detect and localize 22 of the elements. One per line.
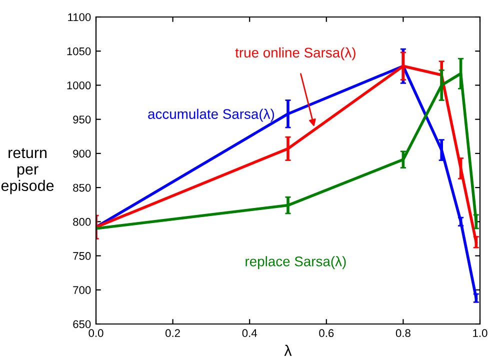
y-tick-label: 800 (73, 218, 91, 226)
text: true online Sarsa(λ) (235, 47, 356, 60)
y-axis-title: return per episode (1, 148, 54, 194)
x-tick-label: 1.0 (473, 329, 488, 338)
y-tick-label: 950 (73, 116, 91, 124)
text: replace Sarsa(λ) (246, 256, 346, 270)
y-tick-label: 900 (73, 150, 91, 158)
y-tick-label: 650 (73, 320, 91, 328)
y-tick-label: 750 (73, 252, 91, 260)
line-series (96, 64, 478, 300)
x-axis-title: λ (284, 344, 292, 356)
y-tick-label: 1100 (68, 13, 91, 22)
x-tick-label: 0.8 (396, 329, 410, 338)
x-tick-label: 0.2 (166, 329, 180, 338)
y-tick-label: 1000 (67, 81, 91, 90)
y-tick-label: 1050 (67, 47, 91, 56)
y-tick-label: 700 (73, 286, 91, 294)
series-label: accumulate Sarsa(λ) (148, 108, 274, 122)
x-tick-label: 0.4 (242, 329, 257, 338)
x-tick-label: 0.0 (88, 329, 104, 338)
x-tick-label: 0.6 (319, 329, 334, 338)
y-tick-label: 850 (73, 184, 91, 192)
